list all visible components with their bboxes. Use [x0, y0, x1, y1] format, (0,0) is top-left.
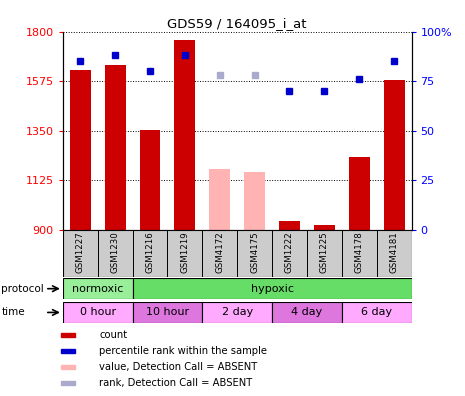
Text: normoxic: normoxic: [72, 284, 123, 294]
Bar: [105, 65, 126, 230]
Bar: [63, 302, 133, 323]
Text: protocol: protocol: [1, 284, 44, 294]
Bar: [314, 225, 335, 230]
Text: GSM1219: GSM1219: [180, 232, 189, 273]
Text: GSM1225: GSM1225: [320, 232, 329, 273]
Text: 4 day: 4 day: [291, 307, 323, 318]
Bar: [272, 302, 342, 323]
Bar: [244, 173, 265, 230]
Text: GSM1227: GSM1227: [76, 232, 85, 273]
Bar: [63, 278, 133, 299]
Text: hypoxic: hypoxic: [251, 284, 293, 294]
Bar: [70, 70, 91, 230]
Bar: [279, 221, 300, 230]
Text: GSM1230: GSM1230: [111, 232, 120, 273]
Text: percentile rank within the sample: percentile rank within the sample: [99, 346, 267, 356]
Text: rank, Detection Call = ABSENT: rank, Detection Call = ABSENT: [99, 378, 252, 388]
Text: 10 hour: 10 hour: [146, 307, 189, 318]
Title: GDS59 / 164095_i_at: GDS59 / 164095_i_at: [167, 17, 307, 30]
Bar: [61, 333, 75, 337]
Bar: [174, 40, 195, 230]
Text: 6 day: 6 day: [361, 307, 392, 318]
Bar: [349, 157, 370, 230]
Text: GSM1216: GSM1216: [146, 232, 154, 273]
Bar: [384, 80, 405, 230]
Bar: [133, 278, 412, 299]
Bar: [209, 169, 230, 230]
Bar: [140, 129, 160, 230]
Bar: [61, 365, 75, 369]
Text: time: time: [1, 307, 25, 318]
Text: GSM4181: GSM4181: [390, 232, 399, 273]
Bar: [202, 302, 272, 323]
Bar: [133, 302, 202, 323]
Text: value, Detection Call = ABSENT: value, Detection Call = ABSENT: [99, 362, 257, 372]
Bar: [61, 381, 75, 385]
Text: 2 day: 2 day: [221, 307, 253, 318]
Text: GSM4178: GSM4178: [355, 232, 364, 273]
Text: GSM4175: GSM4175: [250, 232, 259, 273]
Bar: [342, 302, 412, 323]
Text: GSM1222: GSM1222: [285, 232, 294, 273]
Text: count: count: [99, 330, 127, 340]
Text: 0 hour: 0 hour: [80, 307, 116, 318]
Text: GSM4172: GSM4172: [215, 232, 224, 273]
Bar: [61, 349, 75, 353]
